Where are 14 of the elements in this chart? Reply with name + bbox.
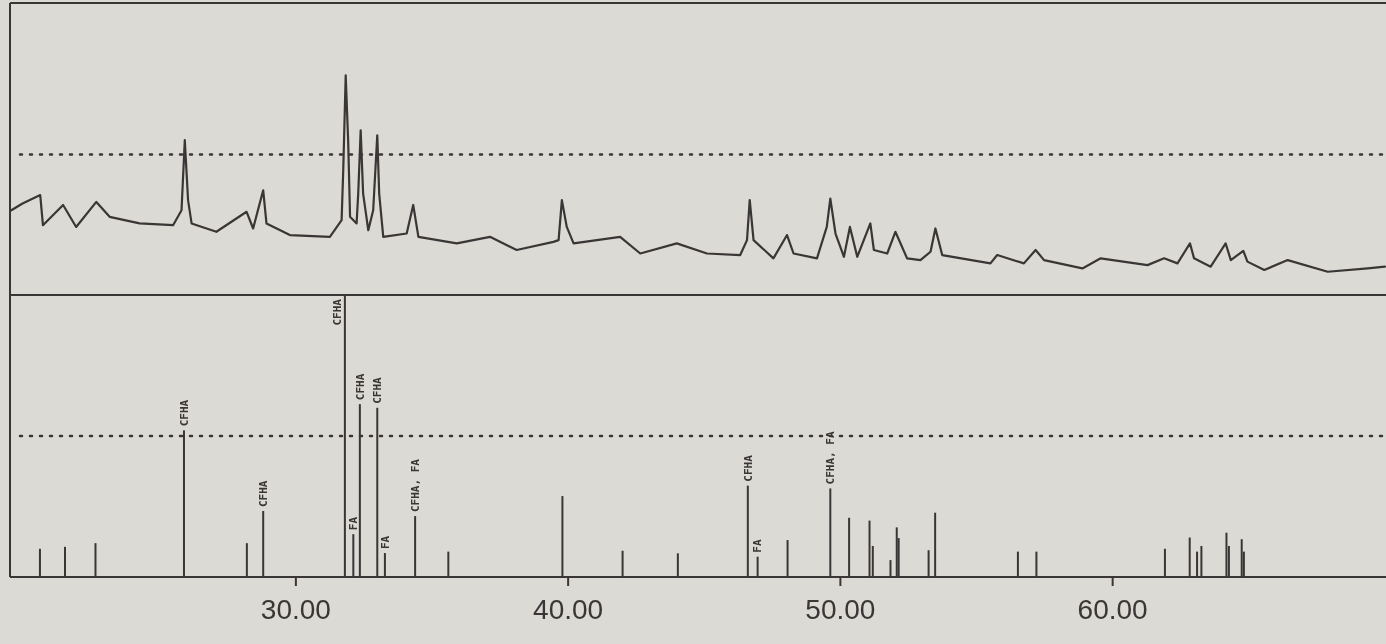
annotation: FA: [347, 516, 361, 531]
x-tick-label: 30.00: [260, 594, 331, 625]
x-tick-label: 60.00: [1077, 594, 1148, 625]
annotation: CFHA: [330, 298, 344, 326]
x-tick-label: 40.00: [533, 594, 604, 625]
annotation: CFHA: [177, 399, 191, 427]
annotation: CFHA, FA: [408, 458, 422, 513]
annotation: CFHA: [371, 376, 385, 404]
annotation: CFHA: [257, 480, 271, 508]
annotation: CFHA: [741, 454, 755, 482]
x-tick-label: 50.00: [805, 594, 876, 625]
annotation: FA: [378, 535, 392, 550]
annotation: FA: [751, 539, 765, 553]
annotation: CFHA: [353, 373, 367, 401]
